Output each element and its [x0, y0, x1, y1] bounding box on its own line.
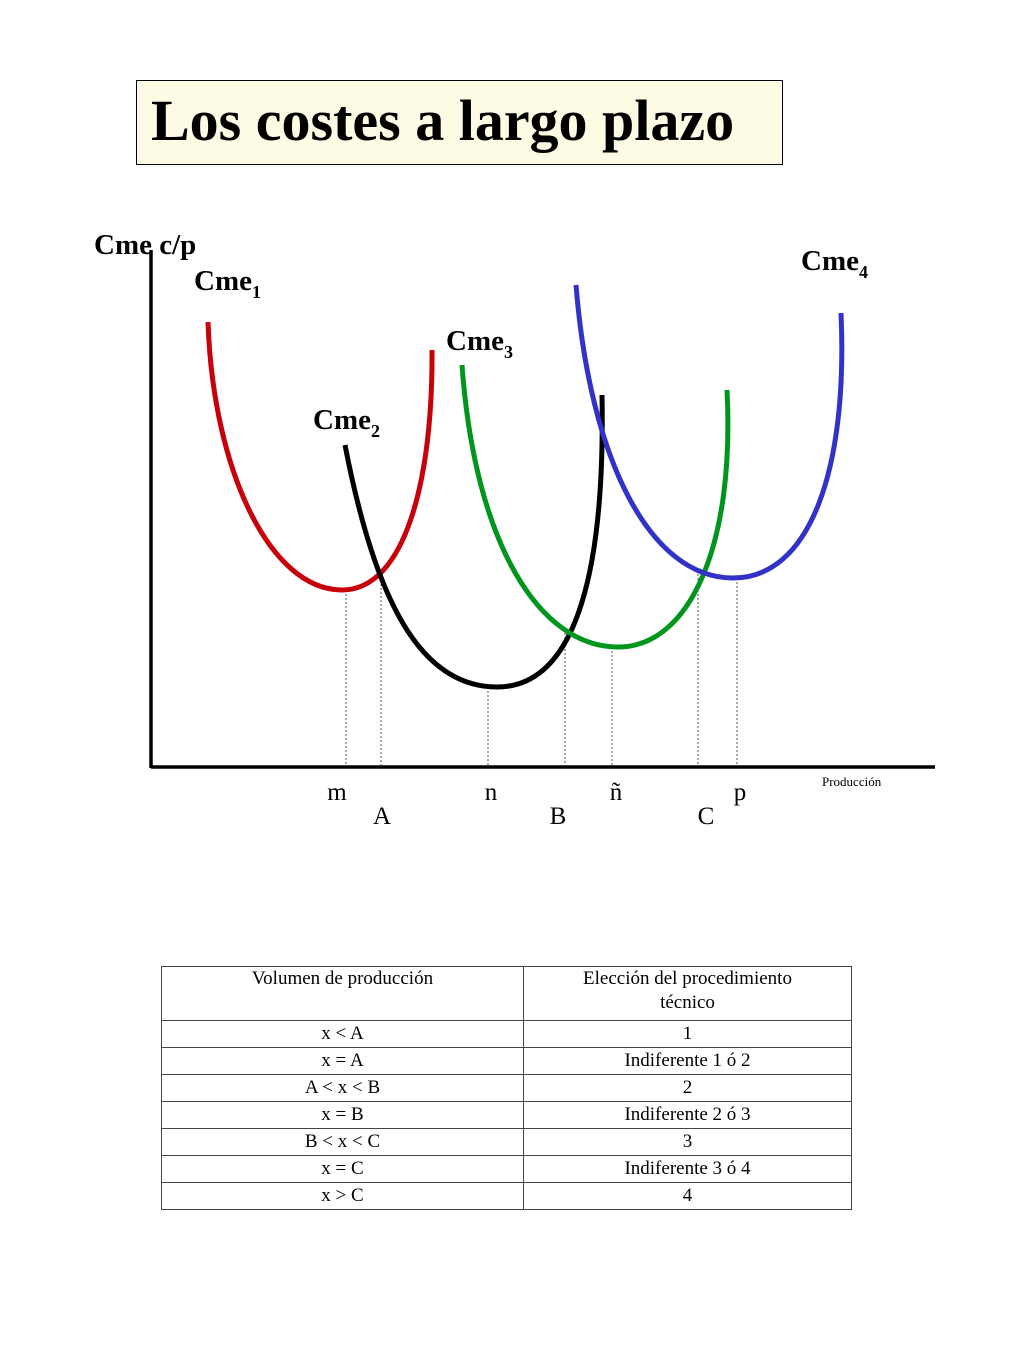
table-cell-choice: 3 — [523, 1128, 852, 1156]
x-marker-c: C — [698, 803, 715, 830]
table-row: A < x < B 2 — [161, 1074, 852, 1102]
x-marker-b: B — [550, 803, 567, 830]
table-row: x = C Indiferente 3 ó 4 — [161, 1155, 852, 1183]
curve-label-cme1-base: Cme — [194, 265, 252, 297]
table-header-volume: Volumen de producción — [161, 966, 524, 1021]
table-cell-volume: x < A — [161, 1020, 524, 1048]
page-title: Los costes a largo plazo — [151, 88, 735, 153]
cost-curves-diagram: Cme c/p Cme1 Cme2 Cme3 Cme4 m n ñ p A B … — [94, 229, 935, 830]
table-cell-volume: A < x < B — [161, 1074, 524, 1102]
table-header-row: Volumen de producción Elección del proce… — [161, 966, 852, 1021]
curve-label-cme3-sub: 3 — [504, 342, 513, 362]
x-axis-label: Producción — [822, 774, 882, 789]
curve-cme1 — [205, 321, 435, 593]
table-cell-volume: B < x < C — [161, 1128, 524, 1156]
table-cell-volume: x = A — [161, 1047, 524, 1075]
table-cell-volume: x > C — [161, 1182, 524, 1210]
title-box: Los costes a largo plazo — [136, 80, 783, 165]
table-header-choice: Elección del procedimiento técnico — [523, 966, 852, 1021]
table-header-choice-text: Elección del procedimiento técnico — [583, 968, 792, 1013]
table-cell-volume: x = C — [161, 1155, 524, 1183]
table-row: x > C 4 — [161, 1182, 852, 1210]
curve-label-cme3-base: Cme — [446, 325, 504, 357]
table-cell-choice: 2 — [523, 1074, 852, 1102]
x-marker-n: n — [485, 779, 498, 806]
production-choice-table: Volumen de producción Elección del proce… — [161, 966, 852, 1210]
table-cell-choice: 4 — [523, 1182, 852, 1210]
table-row: x = A Indiferente 1 ó 2 — [161, 1047, 852, 1075]
curve-label-cme2-sub: 2 — [371, 421, 380, 441]
curve-label-cme1-sub: 1 — [252, 282, 261, 302]
curve-label-cme2-base: Cme — [313, 404, 371, 436]
x-marker-m: m — [327, 779, 347, 806]
table-row: B < x < C 3 — [161, 1128, 852, 1156]
x-marker-p: p — [734, 779, 747, 806]
table-row: x = B Indiferente 2 ó 3 — [161, 1101, 852, 1129]
table-cell-volume: x = B — [161, 1101, 524, 1129]
table-cell-choice: 1 — [523, 1020, 852, 1048]
curve-label-cme2: Cme2 — [313, 404, 380, 441]
curve-label-cme1: Cme1 — [194, 265, 261, 302]
table-cell-choice: Indiferente 3 ó 4 — [523, 1155, 852, 1183]
curve-cme4 — [573, 284, 845, 581]
guide-lines — [345, 570, 738, 766]
curve-label-cme4-base: Cme — [801, 245, 859, 277]
curve-label-cme4: Cme4 — [801, 245, 868, 282]
x-marker-ntilde: ñ — [610, 779, 623, 806]
curve-cme2 — [342, 394, 605, 690]
table-cell-choice: Indiferente 1 ó 2 — [523, 1047, 852, 1075]
curve-cme3 — [459, 364, 731, 650]
y-axis-label: Cme c/p — [94, 229, 196, 261]
table-cell-choice: Indiferente 2 ó 3 — [523, 1101, 852, 1129]
curve-label-cme3: Cme3 — [446, 325, 513, 362]
x-marker-a: A — [373, 803, 391, 830]
curve-label-cme4-sub: 4 — [859, 262, 868, 282]
table-row: x < A 1 — [161, 1020, 852, 1048]
